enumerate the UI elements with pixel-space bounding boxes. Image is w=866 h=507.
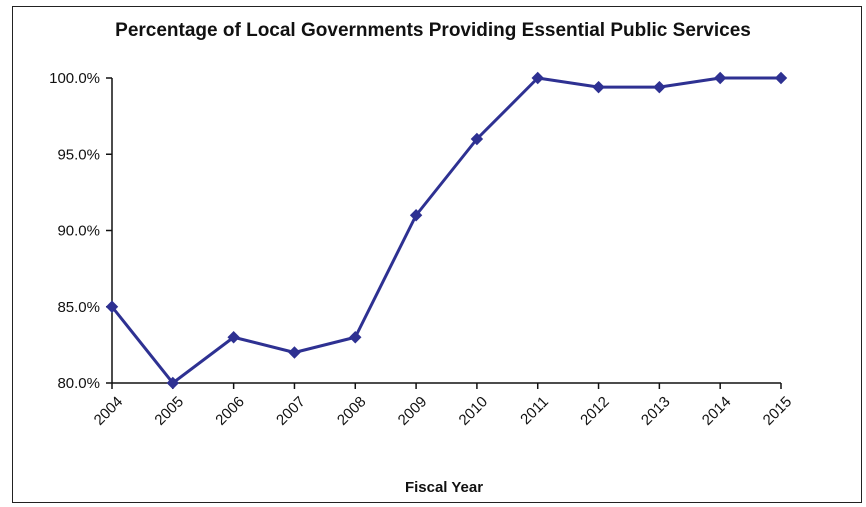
data-point bbox=[227, 331, 240, 344]
x-tick-label: 2005 bbox=[151, 393, 187, 429]
x-tick-label: 2004 bbox=[91, 393, 127, 429]
x-tick-label: 2013 bbox=[638, 393, 674, 429]
data-point bbox=[592, 80, 605, 94]
y-tick-label: 100.0% bbox=[49, 70, 100, 87]
data-point bbox=[774, 71, 788, 85]
series-line bbox=[110, 76, 781, 385]
data-series bbox=[105, 71, 788, 390]
x-tick-label: 2012 bbox=[577, 393, 613, 429]
x-tick-label: 2014 bbox=[699, 393, 735, 429]
data-point bbox=[409, 209, 423, 222]
data-point bbox=[531, 71, 544, 85]
data-point bbox=[653, 80, 666, 94]
y-tick-label: 85.0% bbox=[57, 299, 100, 316]
x-tick-label: 2015 bbox=[760, 393, 796, 429]
x-tick-label: 2011 bbox=[517, 393, 552, 428]
x-axis-title: Fiscal Year bbox=[404, 479, 484, 496]
data-point bbox=[166, 376, 180, 390]
x-tick-label: 2006 bbox=[212, 393, 248, 429]
y-tick-label: 95.0% bbox=[57, 146, 100, 163]
x-tick-label: 2010 bbox=[456, 393, 492, 429]
data-point bbox=[105, 300, 119, 313]
y-tick-label: 80.0% bbox=[57, 375, 100, 392]
data-point bbox=[288, 346, 301, 359]
chart-frame bbox=[12, 6, 862, 503]
x-axis: 2004 2005 2006 2007 2008 2009 2010 2011 2012 2013… bbox=[91, 382, 796, 429]
x-tick-label: 2007 bbox=[273, 393, 309, 429]
data-point bbox=[349, 331, 362, 344]
y-tick-label: 90.0% bbox=[57, 223, 100, 240]
data-point bbox=[470, 132, 484, 146]
x-tick-label: 2009 bbox=[395, 393, 431, 429]
chart-title: Percentage of Local Governments Providin… bbox=[115, 20, 751, 41]
data-point bbox=[713, 71, 727, 85]
y-axis: 80.0% 85.0% 90.0% 95.0% 100.0% bbox=[49, 70, 113, 392]
x-tick-label: 2008 bbox=[334, 393, 370, 429]
